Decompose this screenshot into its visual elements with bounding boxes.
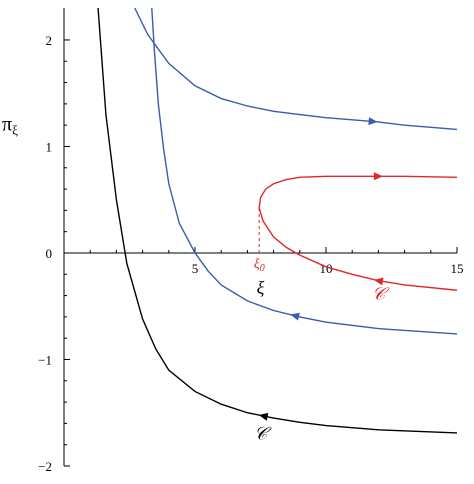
curves [97, 8, 457, 434]
series-line [151, 8, 457, 335]
y-axis-label-subscript: ξ [12, 122, 18, 137]
annotation-label: ξ [257, 277, 265, 297]
series-blue-2 [151, 8, 457, 335]
direction-arrow [258, 412, 269, 421]
y-tick-label: 0 [46, 246, 53, 261]
direction-arrow [290, 312, 300, 321]
annotation-label: 𝒞 [372, 284, 390, 304]
y-tick-label: −1 [38, 352, 52, 367]
direction-arrow [373, 172, 383, 181]
y-tick-label: −2 [38, 459, 52, 474]
x-tick-label: 15 [451, 261, 464, 276]
annotations: ξ0 𝒞 𝒞ξ [254, 208, 390, 443]
direction-arrow [368, 117, 378, 126]
series-line [134, 8, 457, 131]
y-tick-label: 2 [46, 33, 53, 48]
y-axis-label-main: π [2, 113, 12, 135]
series-blue-1 [134, 8, 457, 131]
series-red-3 [258, 172, 457, 291]
y-axis-label: πξ [2, 113, 18, 137]
x-tick-label: 5 [192, 261, 199, 276]
y-tick-label: 1 [46, 139, 53, 154]
series-line [97, 8, 457, 434]
annotation-label: 𝒞 [254, 423, 272, 443]
series-line [258, 175, 457, 291]
axes [63, 8, 457, 466]
direction-arrow [373, 277, 384, 286]
annotation-label: ξ0 [254, 257, 265, 274]
series-black-0 [97, 8, 457, 434]
